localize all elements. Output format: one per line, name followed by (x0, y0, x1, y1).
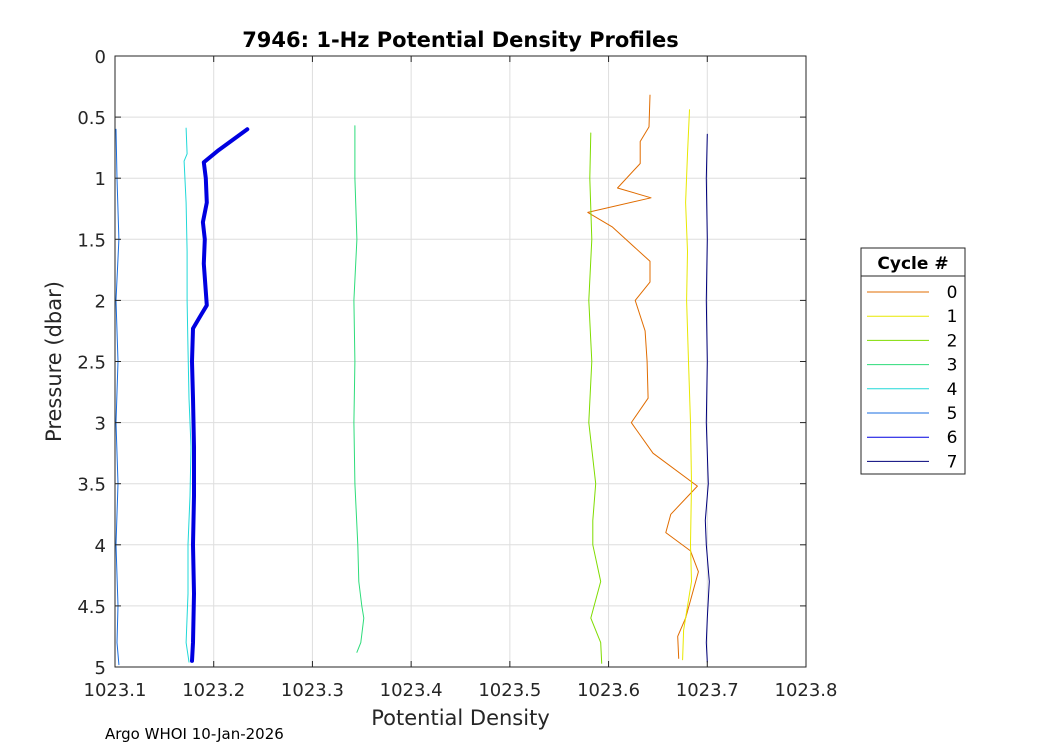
y-tick-label: 3 (95, 414, 106, 435)
x-tick-label: 1023.2 (182, 680, 245, 701)
y-axis-ticks: 0 0.5 1 1.5 2 2.5 3 3.5 4 4.5 5 (77, 47, 806, 679)
legend-items: 0 1 2 3 4 5 6 7 (867, 283, 957, 472)
x-tick-label: 1023.1 (84, 680, 147, 701)
x-axis-label: Potential Density (371, 706, 550, 730)
y-axis-label: Pressure (dbar) (42, 281, 66, 442)
y-tick-label: 4.5 (77, 597, 106, 618)
y-tick-label: 3.5 (77, 475, 106, 496)
legend-label: 2 (947, 331, 958, 351)
series-line-cycle-4 (183, 127, 192, 663)
x-tick-label: 1023.7 (676, 680, 739, 701)
legend-label: 5 (947, 404, 958, 424)
y-tick-label: 1.5 (77, 230, 106, 251)
legend-box (860, 247, 966, 475)
y-tick-label: 5 (95, 658, 106, 679)
y-tick-label: 1 (95, 169, 106, 190)
x-tick-label: 1023.6 (577, 680, 640, 701)
grid-lines (114, 55, 807, 668)
x-tick-label: 1023.5 (478, 680, 541, 701)
x-tick-label: 1023.3 (281, 680, 344, 701)
series-line-cycle-5 (115, 128, 120, 666)
series-line-cycle-1 (682, 109, 692, 661)
series-line-cycle-0 (587, 94, 699, 659)
legend-label: 4 (947, 380, 958, 400)
legend-label: 1 (947, 307, 958, 327)
x-axis-ticks: 1023.1 1023.2 1023.3 1023.4 1023.5 1023.6 1023… (84, 56, 838, 701)
footer-credit: Argo WHOI 10-Jan-2026 (105, 725, 284, 743)
y-tick-label: 2.5 (77, 353, 106, 374)
series-line-cycle-6 (190, 127, 250, 663)
series-lines (115, 94, 710, 666)
y-tick-label: 4 (95, 536, 106, 557)
y-tick-label: 0.5 (77, 108, 106, 129)
x-tick-label: 1023.4 (380, 680, 443, 701)
chart-title: 7946: 1-Hz Potential Density Profiles (242, 28, 679, 52)
x-tick-label: 1023.8 (775, 680, 838, 701)
legend-title: Cycle # (877, 254, 948, 274)
y-tick-label: 0 (95, 47, 106, 68)
legend-label: 3 (947, 356, 958, 376)
y-tick-label: 2 (95, 291, 106, 312)
legend-label: 0 (947, 283, 958, 303)
legend-label: 6 (947, 428, 958, 448)
legend: Cycle # 0 1 2 3 4 5 6 7 (860, 247, 966, 475)
series-line-cycle-2 (588, 132, 603, 664)
series-line-cycle-3 (353, 125, 365, 653)
series-line-cycle-7 (704, 133, 710, 663)
legend-label: 7 (947, 452, 958, 472)
